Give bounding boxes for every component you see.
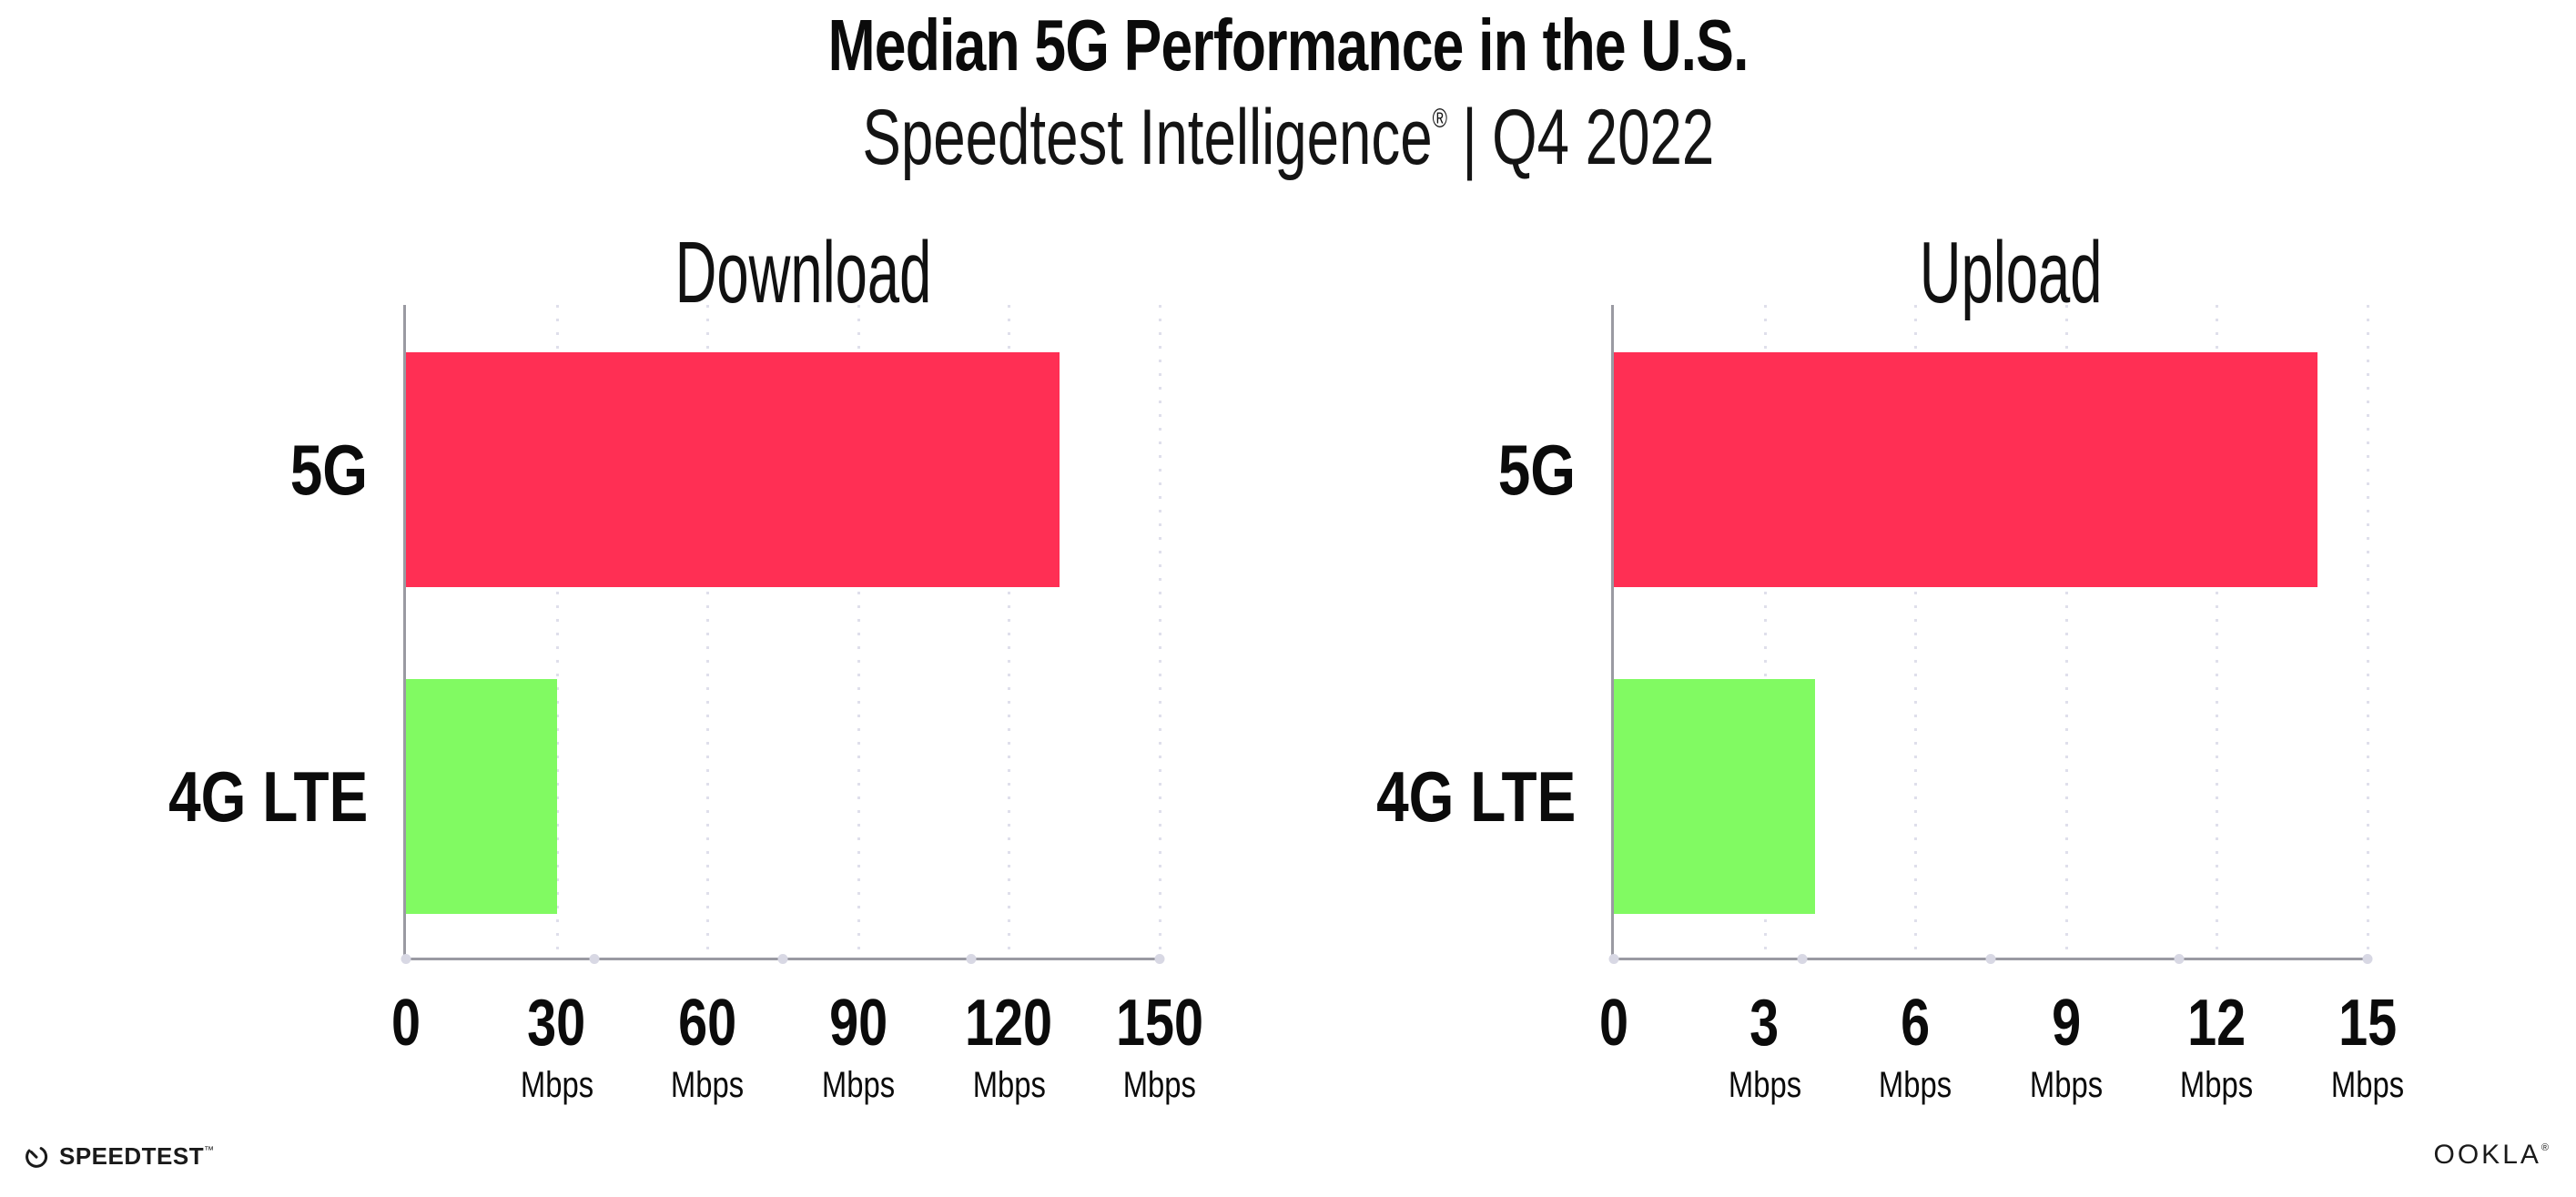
download-x-axis-ticks: 0 30 Mbps 60 Mbps 90 Mbps 120 Mbps 150 M… (391, 987, 1203, 1105)
gridline (2064, 305, 2068, 958)
subtitle-period: Q4 2022 (1491, 94, 1714, 181)
page-title-text: Median 5G Performance in the U.S. (827, 5, 1749, 86)
download-plot-area: 5G 4G LTE 0 30 Mbps 60 Mbps 90 Mbps 1 (168, 305, 1203, 1103)
gridline (857, 305, 860, 958)
x-tick: 30 Mbps (520, 987, 593, 1105)
gridline (555, 305, 559, 958)
axis-tick-dot (401, 954, 411, 964)
axis-tick-dot (1797, 954, 1808, 964)
subtitle-separator: | (1461, 94, 1477, 181)
axis-tick-dot (1608, 954, 1619, 964)
axis-tick-dot (1985, 954, 1996, 964)
axis-tick-dot (777, 954, 788, 964)
x-tick: 60 Mbps (671, 987, 745, 1105)
gridline (1008, 305, 1011, 958)
x-tick: 0 (1598, 987, 1629, 1060)
download-chart-title: Download (674, 224, 931, 321)
x-tick: 6 Mbps (1879, 987, 1952, 1105)
gridline (2216, 305, 2219, 958)
upload-x-axis-ticks: 0 3 Mbps 6 Mbps 9 Mbps 12 Mbps 15 Mbps (1599, 987, 2404, 1105)
axis-tick-dot (966, 954, 977, 964)
page-subtitle: Speedtest Intelligence® | Q4 2022 (0, 93, 2576, 183)
gridline (1914, 305, 1918, 958)
subtitle-brand: Speedtest Intelligence (862, 94, 1433, 181)
bar-5g-download (406, 352, 1060, 587)
x-tick: 3 Mbps (1728, 987, 1801, 1105)
gridline (1763, 305, 1767, 958)
x-tick: 12 Mbps (2180, 987, 2254, 1105)
axis-tick-dot (2362, 954, 2373, 964)
upload-plot-area: 5G 4G LTE 0 3 Mbps 6 Mbps 9 Mbps 12 (1376, 305, 2404, 1103)
gridline (2367, 305, 2369, 958)
speedtest-wordmark: SPEEDTEST™ (59, 1142, 215, 1170)
registered-mark: ® (1432, 104, 1447, 134)
axis-tick-dot (1154, 954, 1165, 964)
registered-mark: ® (2541, 1142, 2549, 1153)
page-subtitle-text: Speedtest Intelligence® | Q4 2022 (862, 93, 1714, 183)
x-tick: 90 Mbps (821, 987, 895, 1105)
ookla-logo: OOKLA® (2434, 1141, 2549, 1169)
bar-5g-upload (1614, 352, 2317, 587)
gridline (706, 305, 710, 958)
speedtest-logo: SPEEDTEST™ (24, 1138, 215, 1174)
page-title: Median 5G Performance in the U.S. (0, 9, 2576, 82)
bar-4g-lte-download (406, 679, 557, 914)
ookla-wordmark: OOKLA (2433, 1140, 2541, 1170)
gridline (1159, 305, 1161, 958)
x-tick: 120 Mbps (965, 987, 1053, 1105)
bar-4g-lte-upload (1614, 679, 1815, 914)
x-tick: 15 Mbps (2330, 987, 2405, 1105)
x-tick: 0 (390, 987, 421, 1060)
upload-chart-title: Upload (1919, 224, 2103, 321)
axis-tick-dot (2174, 954, 2185, 964)
speedtest-gauge-icon (24, 1143, 49, 1169)
x-tick: 150 Mbps (1115, 987, 1204, 1105)
trademark-mark: ™ (204, 1145, 215, 1156)
axis-tick-dot (589, 954, 600, 964)
x-tick: 9 Mbps (2029, 987, 2103, 1105)
